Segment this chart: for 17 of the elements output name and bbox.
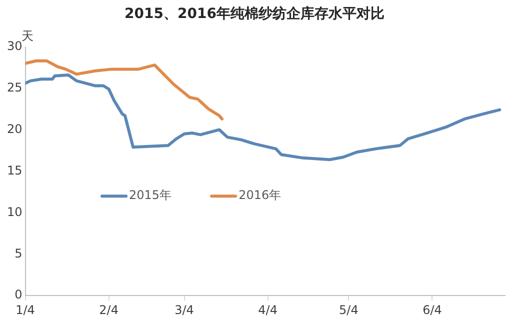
legend-label: 2015年 [129, 188, 172, 202]
y-tick-label: 15 [6, 163, 22, 178]
y-tick-label: 5 [14, 246, 22, 260]
y-tick-label: 10 [6, 204, 22, 219]
chart-title: 2015、2016年纯棉纱纺企库存水平对比 [124, 5, 384, 22]
y-tick-label: 30 [6, 38, 22, 53]
y-axis-title: 天 [21, 28, 34, 43]
y-tick-label: 25 [6, 80, 22, 94]
x-tick-label: 5/4 [339, 302, 358, 317]
x-tick-label: 2/4 [99, 302, 118, 317]
x-tick-label: 4/4 [258, 302, 278, 317]
x-tick-label: 3/4 [174, 302, 194, 317]
y-tick-label: 20 [6, 122, 22, 136]
legend-label: 2016年 [238, 188, 282, 202]
x-tick-label: 6/4 [422, 302, 442, 317]
y-tick-label: 0 [14, 288, 22, 302]
x-tick-label: 1/4 [16, 302, 35, 317]
